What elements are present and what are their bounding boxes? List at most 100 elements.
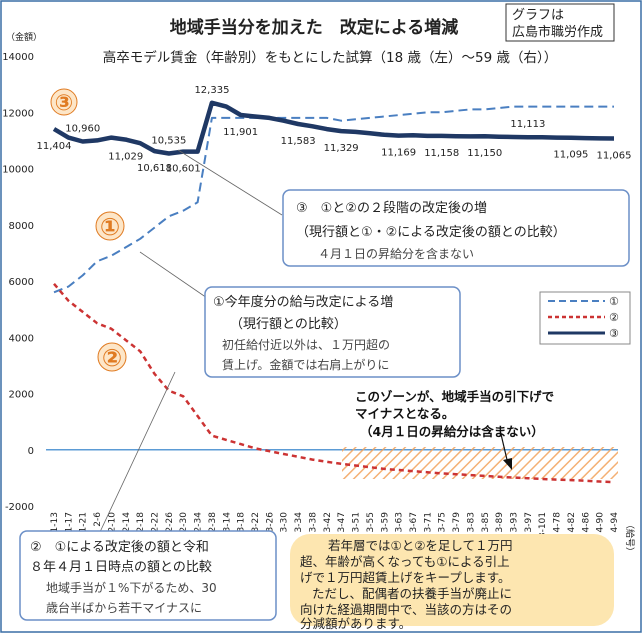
y-tick-label: 10000 [2, 165, 34, 176]
marker-3: ③ [50, 88, 78, 116]
zone-annotation: このゾーンが、地域手当の引下げで マイナスとなる。 （4月１日の昇給分は含まない… [355, 389, 554, 470]
x-tick-label: 3-55 [366, 512, 376, 532]
svg-text:ただし、配偶者の扶養手当が廃止に: ただし、配偶者の扶養手当が廃止に [312, 586, 512, 601]
x-tick-label: 3-30 [280, 512, 290, 533]
x-tick-label: 3-38 [308, 512, 318, 533]
svg-text:マイナスとなる。: マイナスとなる。 [355, 406, 454, 421]
marker-2: ② [97, 342, 127, 372]
y-tick-label: 6000 [9, 277, 34, 288]
svg-text:分減額があります。: 分減額があります。 [300, 616, 411, 631]
data-label: 10,960 [65, 124, 100, 135]
series-line-1 [53, 105, 614, 294]
x-tick-label: 3-83 [466, 512, 476, 532]
x-tick-label: 2-14 [122, 512, 132, 533]
data-label: 10,535 [151, 135, 186, 146]
marker-1: ① [95, 211, 125, 241]
svg-text:８年４月１日時点の額との比較: ８年４月１日時点の額との比較 [30, 560, 212, 575]
x-tick-label: 3-75 [438, 512, 448, 532]
callout-box-3: ③ ①と②の２段階の改定後の増 （現行額と①・②による改定後の額との比較） ４月… [282, 189, 630, 267]
x-tick-label: 2-26 [165, 512, 175, 533]
svg-text:このゾーンが、地域手当の引下げで: このゾーンが、地域手当の引下げで [355, 389, 554, 404]
data-label: 11,583 [281, 136, 316, 147]
x-tick-label: 4-86 [581, 512, 591, 533]
data-label: 11,158 [424, 148, 459, 159]
svg-text:② ①による改定後の額と令和: ② ①による改定後の額と令和 [30, 540, 209, 555]
y-tick-label: 2000 [9, 390, 34, 401]
x-tick-label: 3-47 [337, 512, 347, 532]
callout-box-1: ①今年度分の給与改定による増 （現行額との比較） 初任給付近以外は、１万円超の … [204, 286, 461, 378]
data-label: 10,618 [137, 163, 172, 174]
x-tick-label: 3-51 [352, 512, 362, 532]
data-label: 11,404 [37, 141, 72, 152]
x-tick-label: 1-17 [64, 512, 74, 532]
x-tick-label: 3-22 [251, 512, 261, 532]
x-tick-label: 2-18 [136, 512, 146, 533]
x-tick-label: 3-79 [452, 512, 462, 533]
series-line-3 [52, 100, 615, 156]
legend-item-3: ③ [609, 327, 619, 340]
x-tick-label: 3-97 [524, 512, 534, 532]
svg-text:げで１万円超賃上げをキープします。: げで１万円超賃上げをキープします。 [300, 570, 511, 585]
chart-subtitle: 高卒モデル賃金（年齢別）をもとにした試算（18 歳（左）〜59 歳（右）） [103, 49, 557, 66]
x-tick-label: 1-13 [50, 512, 60, 532]
x-tick-label: 4-94 [610, 512, 620, 533]
x-tick-label: 2-10 [107, 512, 117, 533]
data-label: 11,329 [324, 143, 359, 154]
legend: ① ② ③ [539, 291, 631, 345]
x-tick-label: 2-22 [151, 512, 161, 532]
x-tick-label: 2-30 [179, 512, 189, 533]
svg-text:②: ② [102, 344, 122, 372]
y-tick-label: -2000 [5, 502, 34, 513]
source-note-box [505, 3, 615, 42]
x-tick-label: 3-67 [409, 512, 419, 532]
chart-title: 地域手当分を加えた 改定による増減 [170, 17, 459, 38]
x-tick-label: 3-59 [380, 512, 390, 533]
svg-text:超、年齢が高くなっても①による引上: 超、年齢が高くなっても①による引上 [300, 554, 510, 569]
x-tick-label: 4-90 [596, 512, 606, 533]
svg-text:向けた経過期間中で、当該の方はその: 向けた経過期間中で、当該の方はその [300, 602, 512, 617]
svg-text:若年層では①と②を足して１万円: 若年層では①と②を足して１万円 [328, 538, 513, 553]
x-tick-label: 3-14 [222, 512, 232, 533]
data-label: 10,601 [166, 164, 201, 175]
data-label: 11,113 [510, 119, 545, 130]
svg-text:③ ①と②の２段階の改定後の増: ③ ①と②の２段階の改定後の増 [296, 201, 487, 216]
svg-text:（現行額と①・②による改定後の額との比較）: （現行額と①・②による改定後の額との比較） [296, 225, 566, 240]
x-tick-label: 4-82 [567, 512, 577, 532]
y-tick-label: 8000 [9, 221, 34, 232]
minus-zone-hatch [342, 447, 618, 479]
y-tick-label: 0 [28, 446, 34, 457]
data-label: 11,029 [108, 152, 143, 163]
data-label: 11,169 [381, 148, 416, 159]
x-tick-label: 3-18 [237, 512, 247, 533]
x-tick-label: 3-85 [481, 512, 491, 532]
legend-item-1: ① [609, 295, 619, 308]
y-tick-labels: 14000 12000 10000 8000 6000 4000 2000 0 -2000 [2, 52, 34, 513]
x-tick-label: 2-6 [93, 512, 103, 527]
x-tick-label: 4-78 [553, 512, 563, 533]
x-tick-label: 3-63 [395, 512, 405, 532]
svg-text:地域手当が１%下がるため、30: 地域手当が１%下がるため、30 [46, 580, 217, 595]
svg-text:③: ③ [55, 91, 74, 116]
legend-item-2: ② [609, 311, 619, 324]
data-label: 12,335 [194, 85, 229, 96]
svg-text:賃上げ。金額では右肩上がりに: 賃上げ。金額では右肩上がりに [222, 357, 389, 372]
svg-text:（4月１日の昇給分は含まない）: （4月１日の昇給分は含まない） [360, 424, 544, 439]
svg-text:初任給付近以外は、１万円超の: 初任給付近以外は、１万円超の [222, 337, 390, 352]
data-label: 11,065 [597, 151, 632, 162]
x-axis-label: （給号） [624, 520, 636, 556]
x-tick-label: 2-38 [208, 512, 218, 533]
x-tick-label: 3-34 [294, 512, 304, 533]
x-tick-label: 1-21 [79, 512, 89, 532]
callout-leaders [99, 149, 283, 533]
svg-text:（現行額との比較）: （現行額との比較） [230, 317, 347, 332]
x-tick-label: 3-71 [423, 512, 433, 532]
y-tick-label: 14000 [2, 52, 34, 63]
x-tick-label: 3-89 [495, 512, 505, 533]
x-tick-label: 2-34 [194, 512, 204, 533]
x-tick-label: 3-26 [265, 512, 275, 533]
x-tick-label: 3-93 [509, 512, 519, 532]
source-note-line2: 広島市職労作成 [512, 24, 603, 40]
x-tick-label: 3-42 [323, 512, 333, 532]
